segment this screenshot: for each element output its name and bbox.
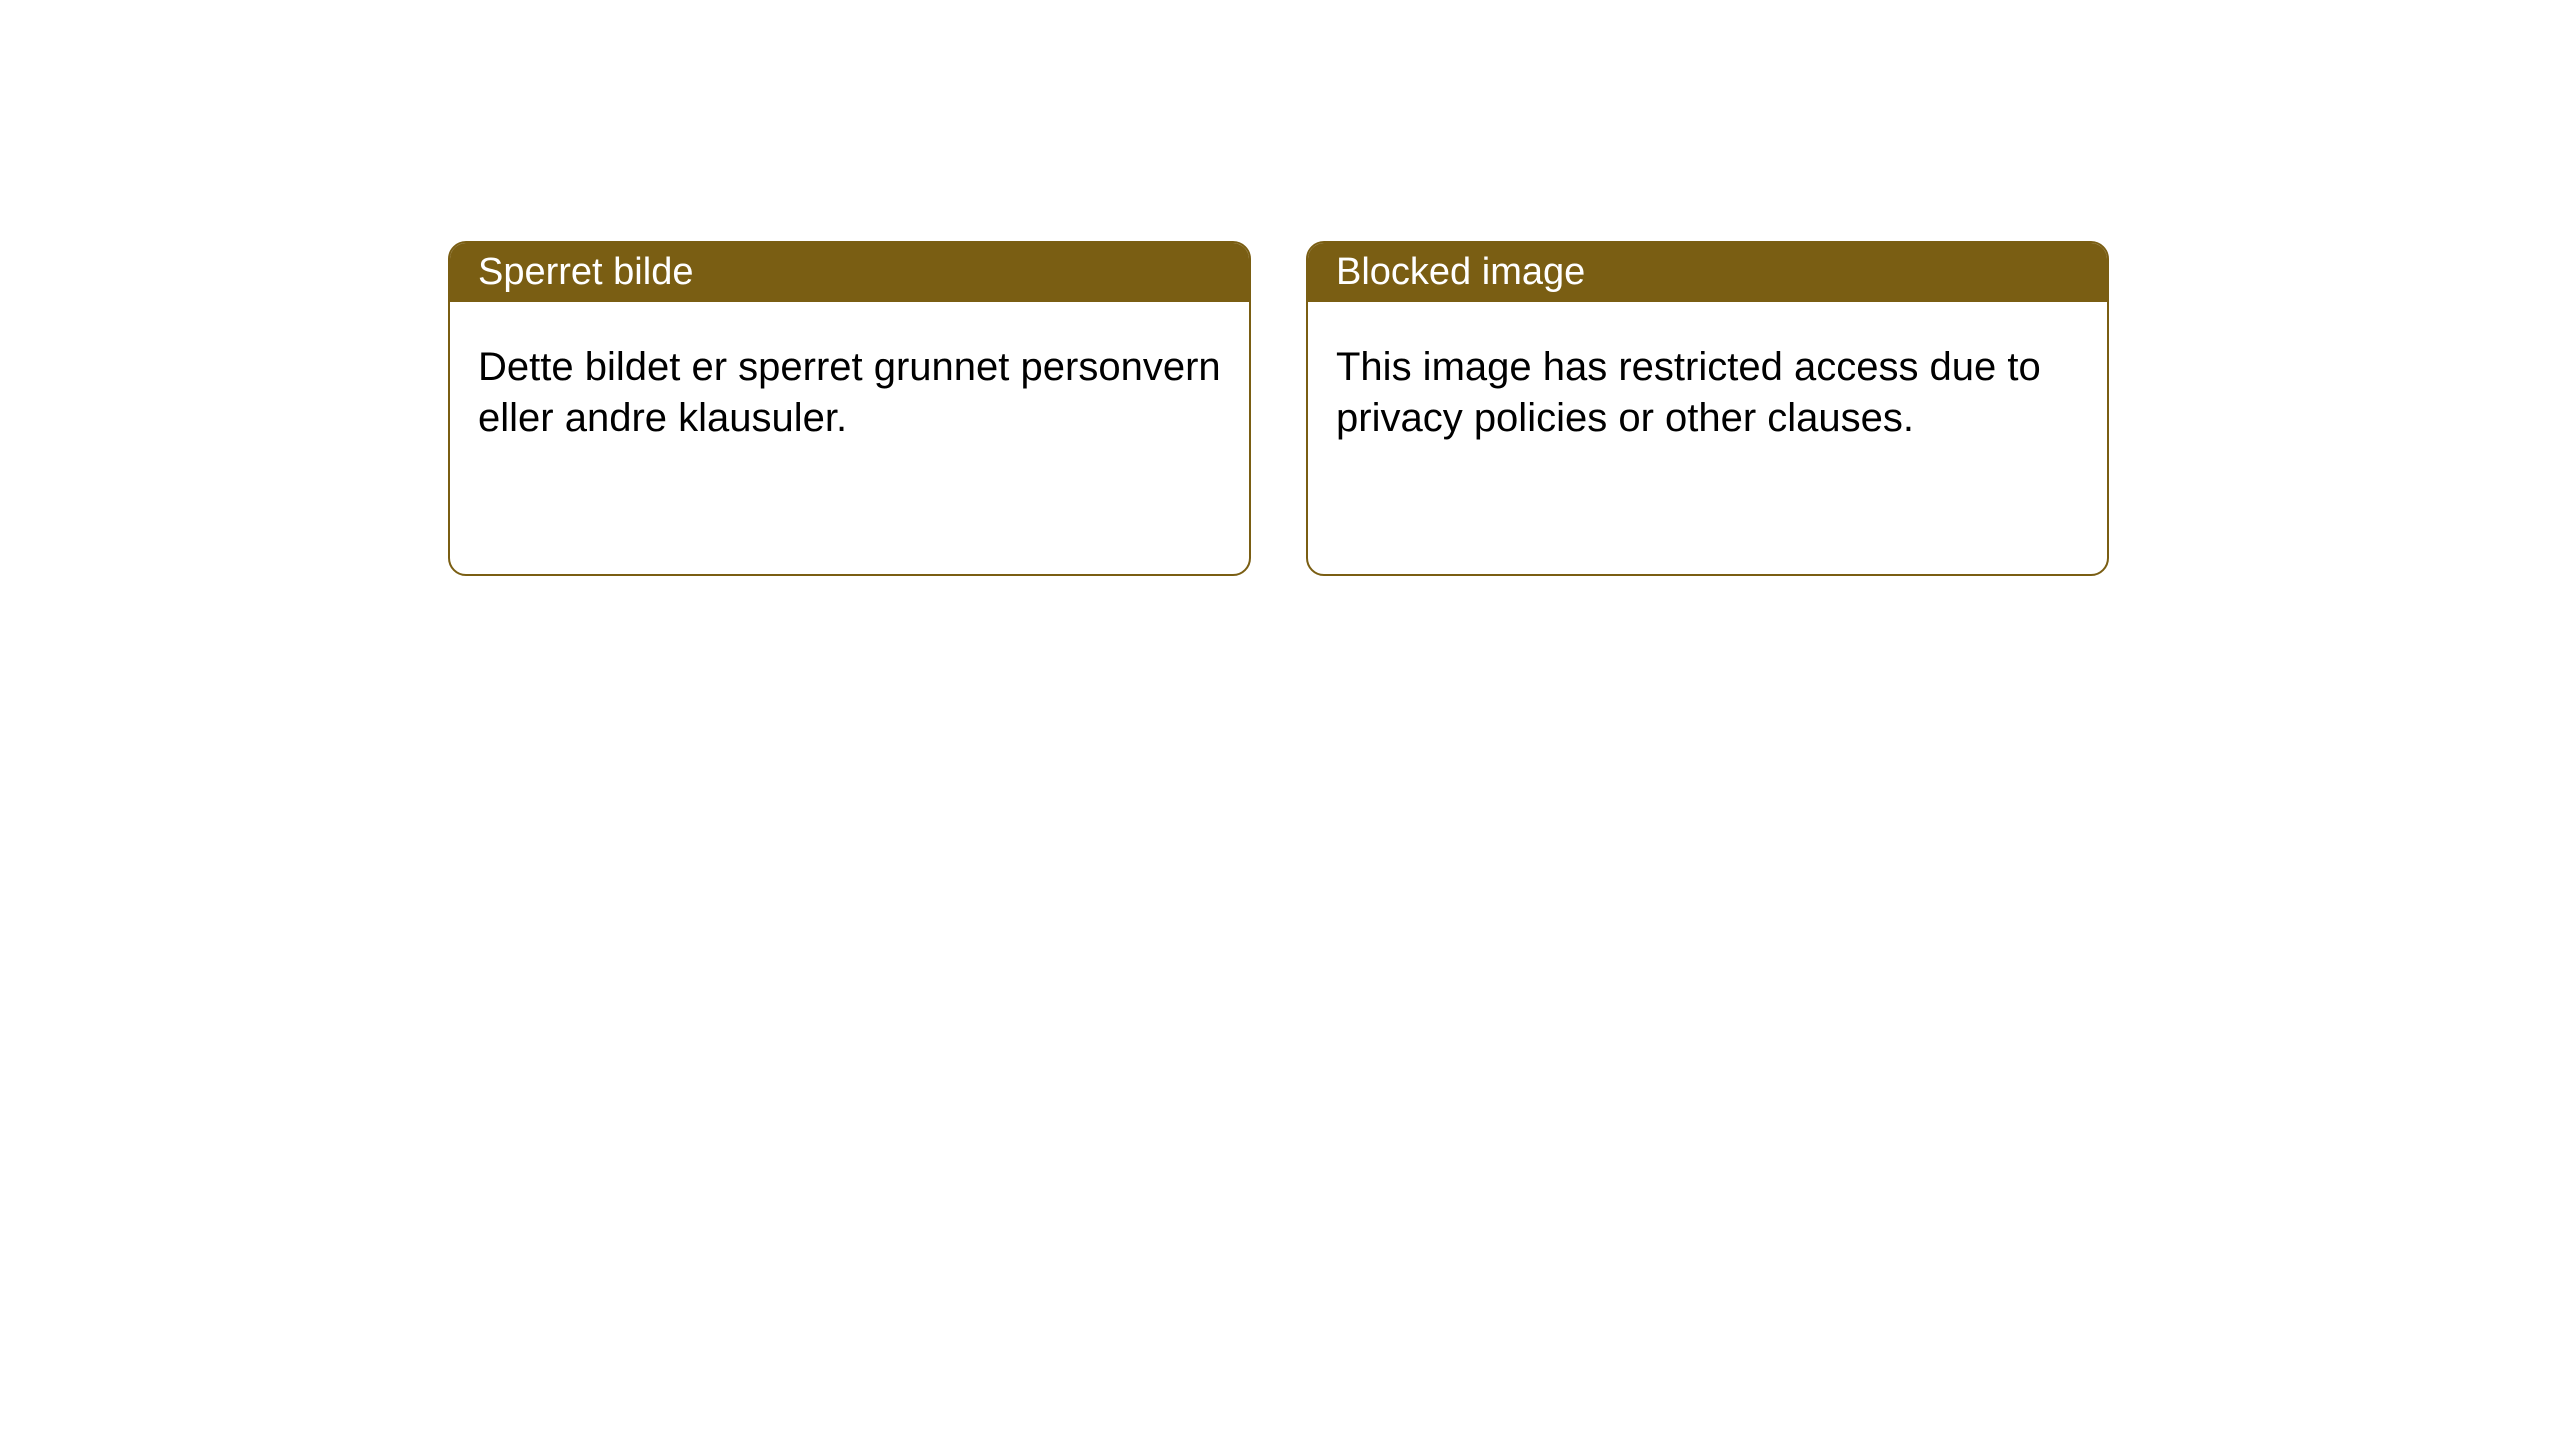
notice-card-english: Blocked image This image has restricted … [1306, 241, 2109, 576]
notice-body-text: This image has restricted access due to … [1336, 345, 2041, 440]
notice-title: Blocked image [1336, 251, 1585, 294]
notice-container: Sperret bilde Dette bildet er sperret gr… [0, 0, 2560, 576]
notice-body-text: Dette bildet er sperret grunnet personve… [478, 345, 1221, 440]
notice-title: Sperret bilde [478, 251, 693, 294]
notice-header: Sperret bilde [450, 243, 1249, 302]
notice-header: Blocked image [1308, 243, 2107, 302]
notice-body: This image has restricted access due to … [1308, 302, 2107, 574]
notice-card-norwegian: Sperret bilde Dette bildet er sperret gr… [448, 241, 1251, 576]
notice-body: Dette bildet er sperret grunnet personve… [450, 302, 1249, 574]
